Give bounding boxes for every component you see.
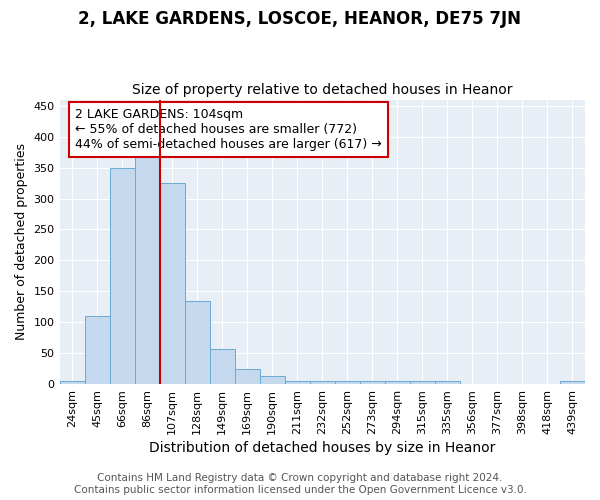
Bar (385, 381, 410, 384)
Bar (134, 152, 160, 384)
Bar (310, 381, 335, 384)
Bar (110, 168, 134, 384)
Bar (560, 381, 585, 384)
Bar (335, 381, 360, 384)
X-axis label: Distribution of detached houses by size in Heanor: Distribution of detached houses by size … (149, 441, 496, 455)
Title: Size of property relative to detached houses in Heanor: Size of property relative to detached ho… (132, 83, 512, 97)
Bar (160, 183, 185, 384)
Bar (85, 316, 110, 384)
Bar (209, 349, 235, 384)
Bar (360, 381, 385, 384)
Text: Contains HM Land Registry data © Crown copyright and database right 2024.
Contai: Contains HM Land Registry data © Crown c… (74, 474, 526, 495)
Y-axis label: Number of detached properties: Number of detached properties (15, 144, 28, 340)
Bar (410, 381, 435, 384)
Bar (285, 381, 310, 384)
Bar (185, 300, 209, 384)
Bar (260, 376, 285, 384)
Bar (59, 381, 85, 384)
Bar (435, 381, 460, 384)
Bar (235, 368, 260, 384)
Text: 2 LAKE GARDENS: 104sqm
← 55% of detached houses are smaller (772)
44% of semi-de: 2 LAKE GARDENS: 104sqm ← 55% of detached… (76, 108, 382, 151)
Text: 2, LAKE GARDENS, LOSCOE, HEANOR, DE75 7JN: 2, LAKE GARDENS, LOSCOE, HEANOR, DE75 7J… (79, 10, 521, 28)
